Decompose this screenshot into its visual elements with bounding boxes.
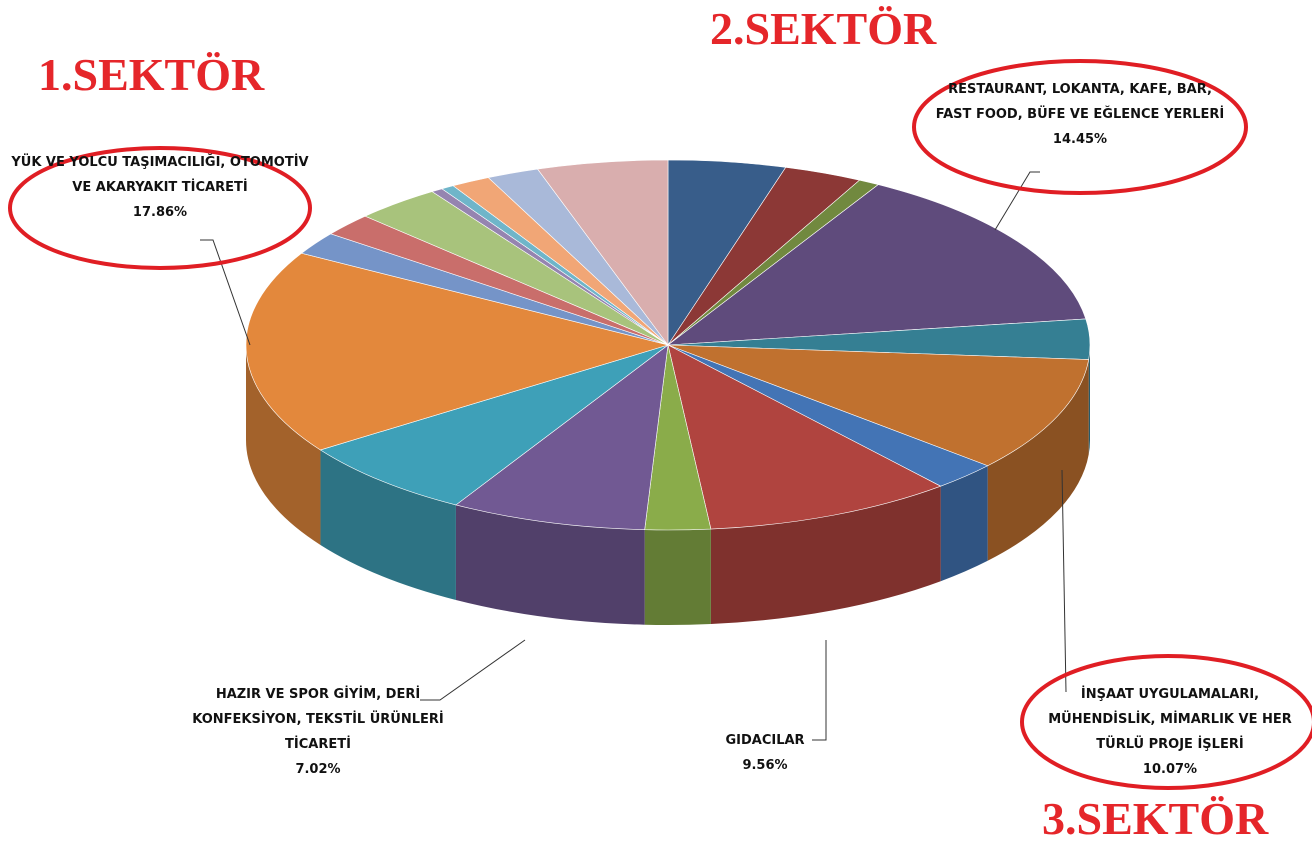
category-name: İNŞAAT UYGULAMALARI, MÜHENDİSLİK, MİMARL… (1048, 687, 1292, 752)
value-label: 7.02% (295, 762, 341, 777)
category-name: YÜK VE YOLCU TAŞIMACILIĞI, OTOMOTİV VE A… (11, 155, 309, 195)
pie-side (246, 345, 321, 545)
slice-label: HAZIR VE SPOR GİYİM, DERİ KONFEKSİYON, T… (168, 682, 468, 782)
slice-label: GIDACILAR 9.56% (685, 728, 845, 778)
sector-title: 2.SEKTÖR (710, 3, 937, 54)
sector-title: 1.SEKTÖR (38, 49, 265, 100)
pie-side (1088, 345, 1090, 455)
pie-side (710, 486, 941, 625)
sector-title: 3.SEKTÖR (1042, 793, 1269, 844)
leader-line (200, 239, 251, 346)
pie-slice (319, 344, 669, 506)
pie-slice (667, 184, 1087, 346)
pie-slice (667, 344, 1090, 467)
pie-side (455, 504, 645, 625)
pie-slice (537, 159, 669, 346)
slice-label: YÜK VE YOLCU TAŞIMACILIĞI, OTOMOTİV VE A… (10, 150, 310, 225)
value-label: 17.86% (132, 205, 188, 220)
leader-line (994, 171, 1040, 231)
category-name: RESTAURANT, LOKANTA, KAFE, BAR, FAST FOO… (935, 82, 1225, 122)
highlight-ellipses (8, 59, 1312, 790)
slice-label: İNŞAAT UYGULAMALARI, MÜHENDİSLİK, MİMARL… (1035, 682, 1305, 782)
value-label: 10.07% (1142, 762, 1198, 777)
value-label: 9.56% (742, 758, 788, 773)
pie-slice (455, 344, 669, 531)
pie-side (320, 449, 456, 600)
ellipse (8, 146, 312, 270)
leader-line (812, 640, 827, 741)
category-name: GIDACILAR (725, 733, 805, 748)
value-label: 14.45% (1052, 132, 1108, 147)
pie-slice (667, 344, 942, 530)
slice-label: RESTAURANT, LOKANTA, KAFE, BAR, FAST FOO… (930, 77, 1230, 152)
ellipse (912, 59, 1248, 195)
ellipse (1020, 654, 1312, 790)
pie-side (940, 465, 988, 582)
pie-slice (245, 252, 670, 451)
leaders (200, 171, 1067, 741)
pie-side (644, 529, 711, 625)
category-name: HAZIR VE SPOR GİYİM, DERİ KONFEKSİYON, T… (192, 687, 444, 752)
leader-line (420, 639, 526, 701)
leader-line (1061, 469, 1067, 693)
pie-tops (245, 159, 1091, 531)
